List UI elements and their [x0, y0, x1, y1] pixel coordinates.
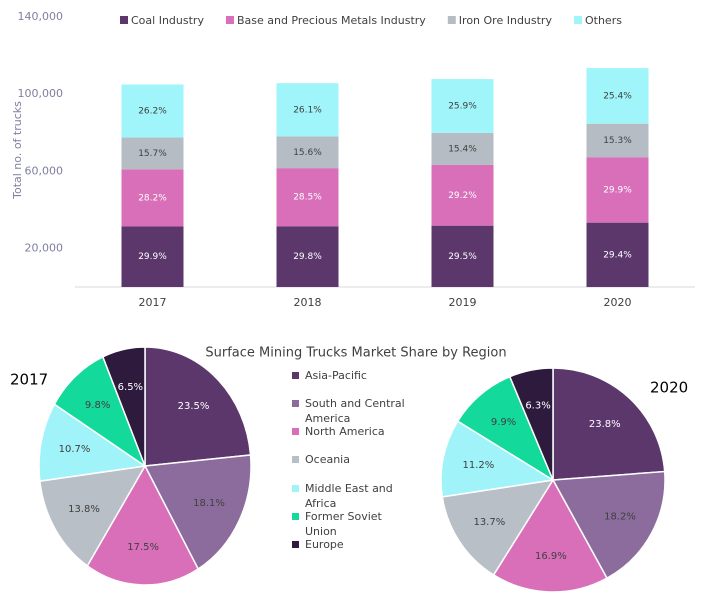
- bar-segment: [276, 168, 339, 227]
- legend-label: Iron Ore Industry: [459, 14, 553, 27]
- pie-slice: [552, 367, 666, 481]
- pie-slice: [39, 465, 147, 567]
- pie-value-label: 9.9%: [491, 417, 516, 428]
- bar-segment: [121, 169, 184, 227]
- legend-label: Base and Precious Metals Industry: [237, 14, 426, 27]
- bar-segment: [431, 164, 494, 226]
- legend-swatch: [120, 16, 128, 24]
- legend-label: North America: [305, 425, 385, 438]
- legend-label: Oceania: [305, 453, 350, 466]
- bar-value-label: 15.4%: [448, 144, 477, 154]
- legend-label: Others: [585, 14, 622, 27]
- x-tick-label: 2017: [139, 296, 167, 309]
- bar-value-label: 29.8%: [293, 252, 322, 262]
- pie-slice: [38, 403, 148, 482]
- bar-segment: [586, 222, 649, 287]
- legend-swatch: [292, 541, 299, 548]
- x-tick-label: 2020: [604, 296, 632, 309]
- x-tick-label: 2018: [294, 296, 322, 309]
- legend-label: Middle East and Africa: [305, 482, 393, 510]
- legend-label: South and Central America: [305, 397, 405, 425]
- legend-swatch: [292, 400, 299, 407]
- bar-value-label: 25.9%: [448, 102, 477, 112]
- legend-swatch: [292, 485, 299, 492]
- legend-label: Asia-Pacific: [305, 369, 367, 382]
- legend-swatch: [292, 428, 299, 435]
- pie-value-label: 16.9%: [535, 551, 567, 562]
- bar-value-label: 29.4%: [603, 250, 632, 260]
- bar-segment: [121, 226, 184, 287]
- bar-segment: [121, 84, 184, 138]
- pie-slice: [143, 454, 252, 571]
- pie-value-label: 13.8%: [68, 504, 100, 515]
- pie-value-label: 13.7%: [473, 517, 505, 528]
- bar-value-label: 15.7%: [138, 149, 167, 159]
- bar-segment: [586, 157, 649, 223]
- pie-value-label: 18.2%: [604, 511, 636, 522]
- bar-value-label: 25.4%: [603, 91, 632, 101]
- pie-title: Surface Mining Trucks Market Share by Re…: [205, 346, 506, 361]
- pie-value-label: 6.3%: [525, 400, 550, 411]
- legend-swatch: [447, 16, 456, 24]
- bar-segment: [431, 79, 494, 133]
- x-tick-label: 2019: [449, 296, 477, 309]
- bar-segment: [121, 137, 184, 170]
- y-tick-label: 100,000: [18, 87, 64, 100]
- bar-segment: [276, 226, 339, 287]
- legend-swatch: [225, 16, 234, 24]
- pie-value-label: 18.1%: [193, 498, 225, 509]
- legend-swatch: [292, 456, 299, 463]
- legend-label: Former Soviet Union: [305, 510, 382, 538]
- legend-label: Coal Industry: [131, 14, 204, 27]
- bar-segment: [276, 83, 339, 137]
- pie-value-label: 23.8%: [589, 419, 621, 430]
- y-axis-title: Total no. of trucks: [11, 101, 24, 200]
- pie-slice: [440, 420, 556, 498]
- pie-value-label: 10.7%: [59, 444, 91, 455]
- pie-year-label: 2017: [10, 371, 48, 389]
- bar-value-label: 26.1%: [293, 105, 322, 115]
- legend-label: Europe: [305, 538, 344, 551]
- bar-segment: [586, 68, 649, 124]
- y-tick-label: 20,000: [25, 241, 64, 254]
- pie-value-label: 23.5%: [178, 401, 210, 412]
- pie-slice: [53, 355, 147, 468]
- legend-swatch: [573, 16, 582, 24]
- pie-value-label: 9.8%: [85, 400, 110, 411]
- pie-year-label: 2020: [650, 379, 688, 397]
- bar-segment: [586, 123, 649, 158]
- bar-value-label: 29.9%: [603, 185, 632, 195]
- bar-value-label: 28.2%: [138, 193, 167, 203]
- pie-slice: [492, 478, 608, 593]
- bar-value-label: 29.2%: [448, 191, 477, 201]
- pie-slice: [144, 346, 252, 467]
- pie-slice: [101, 346, 146, 467]
- bar-value-label: 29.5%: [448, 252, 477, 262]
- bar-value-label: 26.2%: [138, 107, 167, 117]
- y-tick-label: 140,000: [18, 10, 64, 23]
- bar-segment: [276, 136, 339, 169]
- bar-value-label: 15.3%: [603, 136, 632, 146]
- bar-value-label: 28.5%: [293, 193, 322, 203]
- bar-value-label: 15.6%: [293, 148, 322, 158]
- legend-swatch: [292, 513, 299, 520]
- pie-slice: [86, 464, 200, 586]
- pie-value-label: 11.2%: [462, 460, 494, 471]
- pie-slice: [441, 479, 555, 576]
- legend-swatch: [292, 372, 299, 379]
- pie-value-label: 6.5%: [118, 382, 143, 393]
- bar-value-label: 29.9%: [138, 252, 167, 262]
- bar-segment: [431, 132, 494, 165]
- y-tick-label: 60,000: [25, 164, 64, 177]
- pie-slice: [551, 470, 666, 580]
- pie-value-label: 17.5%: [127, 542, 159, 553]
- bar-segment: [431, 225, 494, 287]
- pie-slice: [508, 367, 554, 481]
